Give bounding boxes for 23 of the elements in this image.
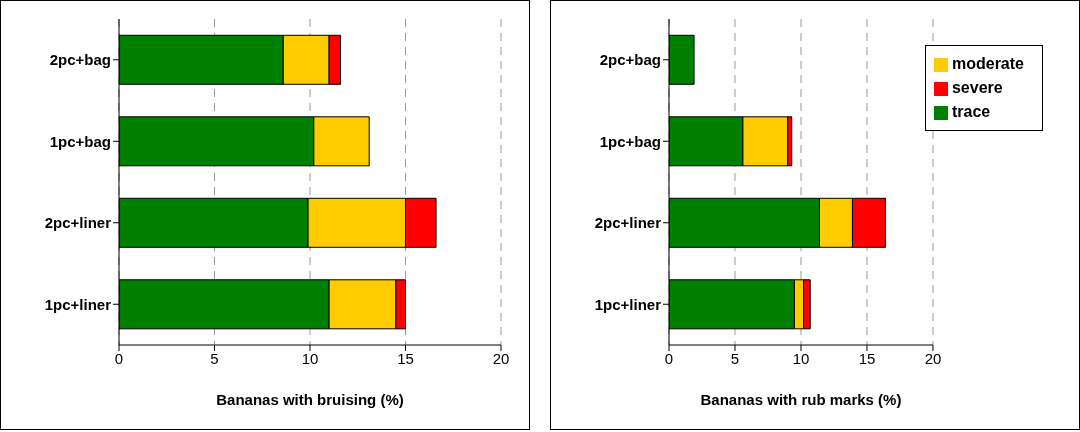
x-axis-title: Bananas with bruising (%)	[216, 391, 404, 408]
x-tick-label: 10	[792, 349, 810, 367]
x-tick-label: 20	[924, 349, 942, 367]
x-tick-label: 10	[301, 349, 319, 367]
legend-label: trace	[951, 103, 991, 120]
legend-label: severe	[951, 79, 1003, 96]
y-tick-label: 1pc+liner	[44, 295, 112, 313]
y-tick-label: 1pc+liner	[594, 295, 662, 313]
y-tick-label: 1pc+bag	[49, 132, 111, 150]
x-axis-title: Bananas with rub marks (%)	[700, 391, 902, 408]
x-tick-label: 15	[858, 349, 876, 367]
x-tick-label: 5	[210, 349, 219, 367]
x-tick-label: 0	[114, 349, 124, 367]
y-tick-label: 2pc+bag	[49, 51, 111, 69]
y-tick-label: 1pc+bag	[599, 132, 661, 150]
y-tick-label: 2pc+liner	[594, 214, 662, 232]
x-tick-label: 20	[492, 349, 510, 367]
legend-label: moderate	[951, 55, 1024, 72]
x-tick-label: 15	[397, 349, 414, 367]
y-tick-label: 2pc+bag	[599, 51, 661, 69]
y-tick-label: 2pc+liner	[44, 214, 112, 232]
x-tick-label: 5	[730, 349, 740, 367]
x-tick-label: 0	[664, 349, 674, 367]
